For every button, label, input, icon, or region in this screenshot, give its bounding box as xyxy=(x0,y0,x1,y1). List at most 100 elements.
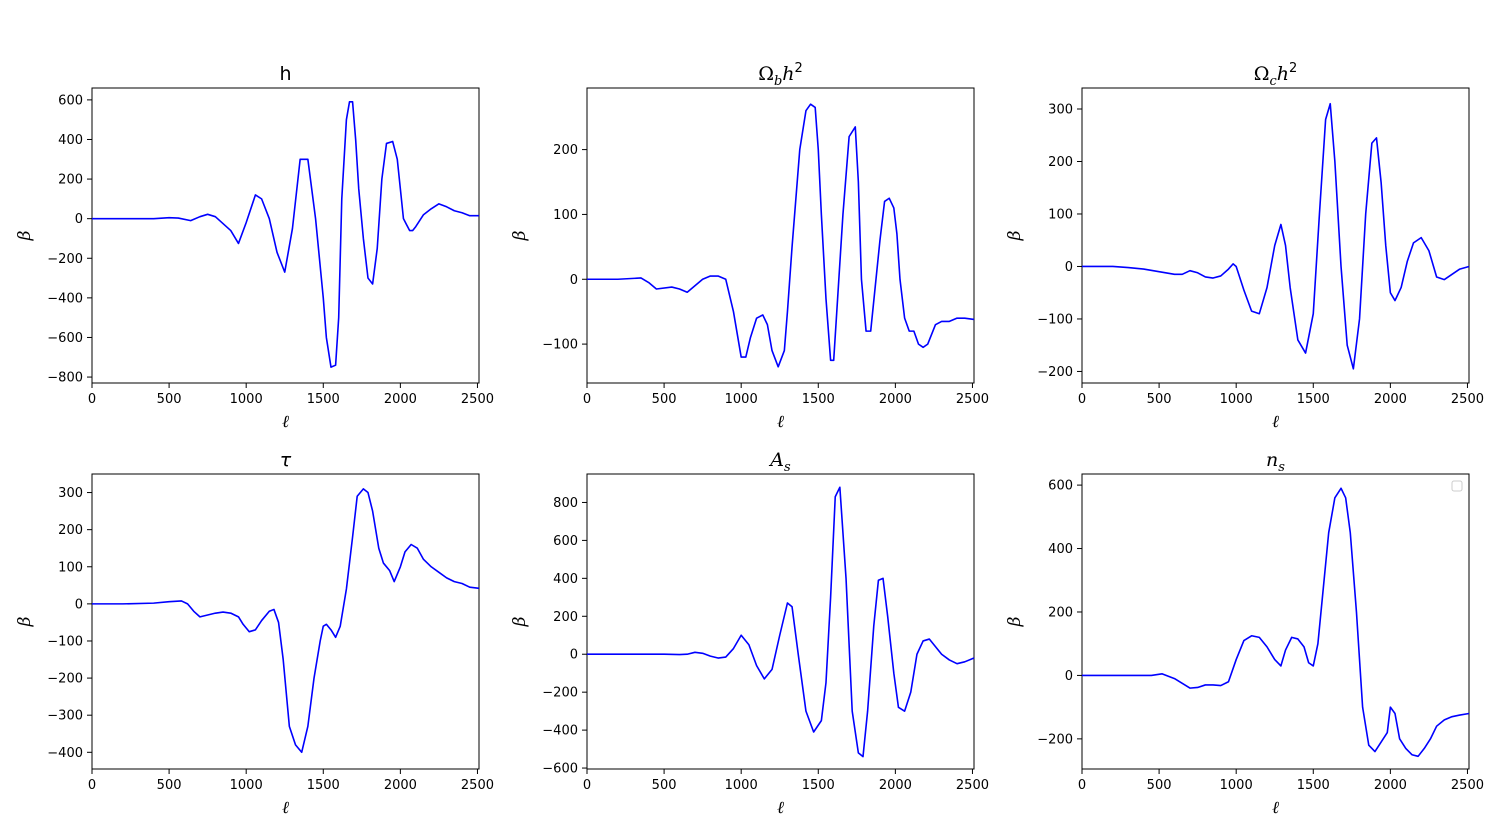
y-tick-label: −200 xyxy=(47,672,83,687)
x-tick-label: 0 xyxy=(1078,392,1086,407)
x-tick-label: 1500 xyxy=(802,778,835,793)
x-tick-label: 1000 xyxy=(230,778,263,793)
x-axis-label: ℓ xyxy=(1272,798,1279,818)
y-tick-label: 0 xyxy=(570,273,578,288)
y-tick-label: 0 xyxy=(1065,669,1073,684)
x-tick-label: 2500 xyxy=(461,392,494,407)
x-tick-label: 2500 xyxy=(956,392,989,407)
x-tick-label: 2000 xyxy=(1374,778,1407,793)
y-tick-label: 200 xyxy=(58,523,83,538)
y-tick-label: −400 xyxy=(542,724,578,739)
chart-panel-3: 0 500 1000 1500 2000 2500 −200 −100 0 100 200 300 ℓ β… xyxy=(1005,61,1484,432)
y-tick-label: 400 xyxy=(1048,542,1073,557)
x-tick-label: 1000 xyxy=(230,392,263,407)
x-tick-label: 500 xyxy=(652,778,677,793)
x-axis-label: ℓ xyxy=(1272,412,1279,432)
plot-area xyxy=(91,473,480,770)
y-tick-label: 0 xyxy=(75,212,83,227)
series-line-1 xyxy=(1082,487,1470,758)
x-tick-label: 2000 xyxy=(384,778,417,793)
y-tick-label: 400 xyxy=(553,572,578,587)
plot-area xyxy=(586,473,975,770)
x-tick-label: 2500 xyxy=(461,778,494,793)
plot-area xyxy=(91,87,480,384)
x-tick-label: 0 xyxy=(1078,778,1086,793)
x-tick-label: 500 xyxy=(157,778,182,793)
y-tick-label: −100 xyxy=(542,338,578,353)
plot-area xyxy=(1081,87,1470,384)
chart-panel-4: 0 500 1000 1500 2000 2500 −400 −300 −200 −100 0 100… xyxy=(15,449,494,818)
plot-area xyxy=(586,87,975,384)
x-tick-label: 2000 xyxy=(1374,392,1407,407)
chart-panel-2: 0 500 1000 1500 2000 2500 −100 0 100 200 ℓ β Ωbh2 xyxy=(510,61,989,432)
y-axis-label: β xyxy=(510,230,530,241)
x-tick-label: 1000 xyxy=(725,392,758,407)
chart-panel-1: 0 500 1000 1500 2000 2500 −800 −600 −400 −200 0 200… xyxy=(15,63,494,432)
series-line-1 xyxy=(1082,102,1470,370)
y-tick-label: 600 xyxy=(58,93,83,108)
y-tick-label: −600 xyxy=(47,331,83,346)
chart-panel-5: 0 500 1000 1500 2000 2500 −600 −400 −200 0 200 400 6… xyxy=(510,449,989,818)
legend-box xyxy=(1451,480,1463,492)
x-tick-label: 0 xyxy=(88,392,96,407)
x-tick-label: 1500 xyxy=(1297,392,1330,407)
y-tick-label: 200 xyxy=(553,143,578,158)
y-tick-label: −100 xyxy=(47,634,83,649)
y-tick-label: 300 xyxy=(1048,102,1073,117)
x-tick-label: 1500 xyxy=(307,778,340,793)
x-tick-label: 2000 xyxy=(879,778,912,793)
y-tick-label: −600 xyxy=(542,762,578,777)
y-tick-label: −100 xyxy=(1037,312,1073,327)
chart-title: Ωbh2 xyxy=(758,61,803,89)
x-tick-label: 2000 xyxy=(879,392,912,407)
x-tick-label: 2000 xyxy=(384,392,417,407)
y-tick-label: 800 xyxy=(553,496,578,511)
y-tick-label: −200 xyxy=(1037,732,1073,747)
chart-title: As xyxy=(768,449,791,475)
x-tick-label: 0 xyxy=(583,392,591,407)
y-tick-label: 200 xyxy=(1048,155,1073,170)
plot-area xyxy=(1081,473,1470,770)
x-tick-label: 500 xyxy=(157,392,182,407)
x-tick-label: 0 xyxy=(88,778,96,793)
y-tick-label: −400 xyxy=(47,746,83,761)
x-axis-label: ℓ xyxy=(777,798,784,818)
y-tick-label: −400 xyxy=(47,291,83,306)
x-axis-label: ℓ xyxy=(777,412,784,432)
chart-title: h xyxy=(279,63,291,85)
chart-title: Ωch2 xyxy=(1254,61,1298,89)
x-tick-label: 500 xyxy=(652,392,677,407)
y-tick-label: 200 xyxy=(58,173,83,188)
y-tick-label: 100 xyxy=(58,560,83,575)
y-axis-label: β xyxy=(15,230,35,241)
y-tick-label: −200 xyxy=(47,252,83,267)
y-tick-label: 300 xyxy=(58,486,83,501)
chart-title: ns xyxy=(1266,449,1285,475)
x-tick-label: 2500 xyxy=(1451,392,1484,407)
y-tick-label: 600 xyxy=(553,534,578,549)
y-tick-label: 100 xyxy=(553,208,578,223)
y-tick-label: −200 xyxy=(542,686,578,701)
y-tick-label: 0 xyxy=(1065,260,1073,275)
x-tick-label: 1500 xyxy=(307,392,340,407)
y-tick-label: 0 xyxy=(570,648,578,663)
x-tick-label: 500 xyxy=(1147,392,1172,407)
x-tick-label: 2500 xyxy=(1451,778,1484,793)
x-tick-label: 0 xyxy=(583,778,591,793)
x-tick-label: 1500 xyxy=(802,392,835,407)
chart-title: τ xyxy=(280,449,292,471)
y-axis-label: β xyxy=(15,616,35,627)
chart-panel-6: 0 500 1000 1500 2000 2500 −200 0 200 400 600 ℓ β ns xyxy=(1005,449,1484,818)
series-line-1 xyxy=(92,101,479,368)
y-tick-label: 0 xyxy=(75,597,83,612)
y-axis-label: β xyxy=(1005,230,1025,241)
x-tick-label: 1000 xyxy=(725,778,758,793)
y-axis-label: β xyxy=(510,616,530,627)
y-tick-label: 200 xyxy=(1048,605,1073,620)
x-tick-label: 1000 xyxy=(1220,778,1253,793)
y-tick-label: 200 xyxy=(553,610,578,625)
y-tick-label: −800 xyxy=(47,371,83,386)
series-line-1 xyxy=(587,103,975,368)
x-axis-label: ℓ xyxy=(282,798,289,818)
